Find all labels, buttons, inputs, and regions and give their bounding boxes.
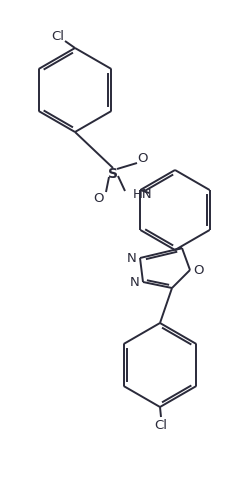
Text: O: O xyxy=(137,151,147,164)
Text: N: N xyxy=(130,276,140,289)
Text: Cl: Cl xyxy=(154,419,168,432)
Text: S: S xyxy=(108,167,118,180)
Text: HN: HN xyxy=(133,187,153,200)
Text: O: O xyxy=(94,192,104,205)
Text: Cl: Cl xyxy=(51,29,64,42)
Text: N: N xyxy=(127,252,137,265)
Text: O: O xyxy=(193,264,203,277)
